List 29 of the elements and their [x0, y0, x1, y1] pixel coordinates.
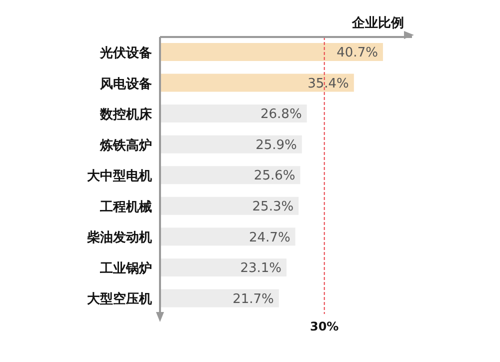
y-tick-label: 炼铁高炉	[99, 137, 152, 154]
bar	[160, 104, 307, 123]
y-tick-label: 大中型电机	[87, 169, 152, 184]
x-axis-title: 企业比例	[352, 15, 404, 32]
y-tick-label: 数控机床	[99, 106, 153, 123]
data-label: 25.3%	[252, 200, 294, 215]
data-label: 25.9%	[256, 138, 297, 153]
bar	[160, 166, 300, 184]
bar	[160, 196, 299, 215]
data-label: 35.4%	[308, 76, 349, 92]
bar	[160, 228, 296, 246]
data-label: 25.6%	[254, 168, 296, 184]
y-tick-label: 工程机械	[99, 200, 152, 215]
y-tick-label: 工业锅炉	[99, 260, 152, 276]
y-tick-label: 光伏设备	[99, 46, 152, 62]
bar	[160, 289, 279, 308]
data-label: 24.7%	[249, 230, 290, 246]
ref-line-label: 30%	[310, 320, 339, 334]
bar	[160, 135, 302, 154]
data-label: 26.8%	[260, 107, 302, 122]
data-label: 21.7%	[232, 292, 274, 307]
y-tick-label: 大型空压机	[87, 291, 152, 308]
bar	[160, 43, 383, 61]
bar	[160, 74, 354, 92]
data-label: 23.1%	[240, 261, 282, 276]
y-tick-label: 柴油发动机	[86, 230, 152, 246]
y-tick-label: 风电设备	[99, 76, 152, 92]
bar	[160, 258, 287, 276]
data-label: 40.7%	[336, 46, 378, 61]
